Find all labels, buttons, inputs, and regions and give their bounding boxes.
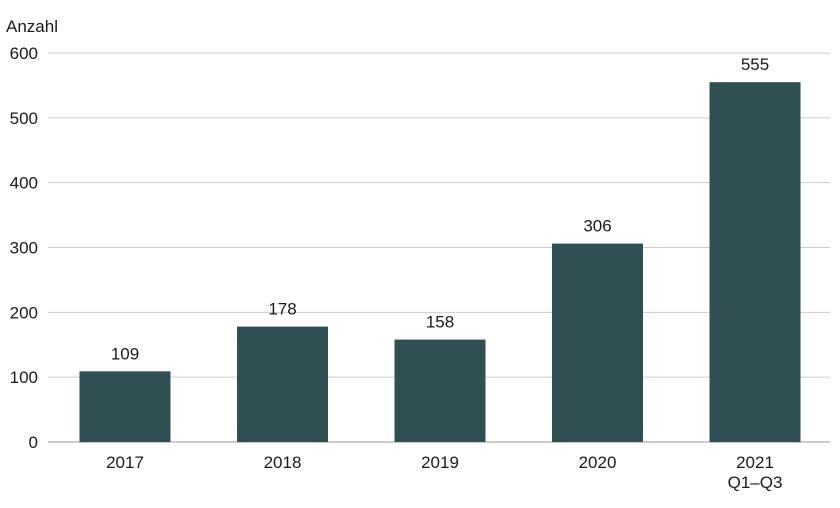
y-axis-ticks: 0 100 200 300 400 500 600	[10, 44, 38, 452]
x-tick-label: Q1–Q3	[728, 473, 783, 492]
value-label: 109	[111, 344, 139, 363]
y-tick-label: 0	[29, 433, 38, 452]
value-label: 306	[583, 217, 611, 236]
bar	[237, 326, 328, 442]
value-labels: 109 178 158 306 555	[111, 55, 769, 363]
value-label: 178	[268, 300, 296, 319]
x-tick-label: 2021	[736, 453, 774, 472]
bar	[394, 339, 486, 442]
y-tick-label: 300	[10, 239, 38, 258]
x-tick-label: 2020	[579, 453, 617, 472]
y-tick-label: 500	[10, 109, 38, 128]
x-tick-label: 2019	[421, 453, 459, 472]
y-tick-label: 600	[10, 44, 38, 63]
gridlines	[48, 52, 830, 443]
x-tick-label: 2018	[264, 453, 302, 472]
y-tick-label: 400	[10, 174, 38, 193]
x-tick-label: 2017	[106, 453, 144, 472]
bar	[552, 243, 643, 442]
value-label: 555	[741, 55, 769, 74]
y-tick-label: 200	[10, 303, 38, 322]
value-label: 158	[426, 313, 454, 332]
bars	[79, 82, 801, 443]
y-tick-label: 100	[10, 368, 38, 387]
y-axis-title: Anzahl	[6, 17, 58, 36]
bar	[709, 82, 801, 443]
bar	[79, 371, 171, 442]
